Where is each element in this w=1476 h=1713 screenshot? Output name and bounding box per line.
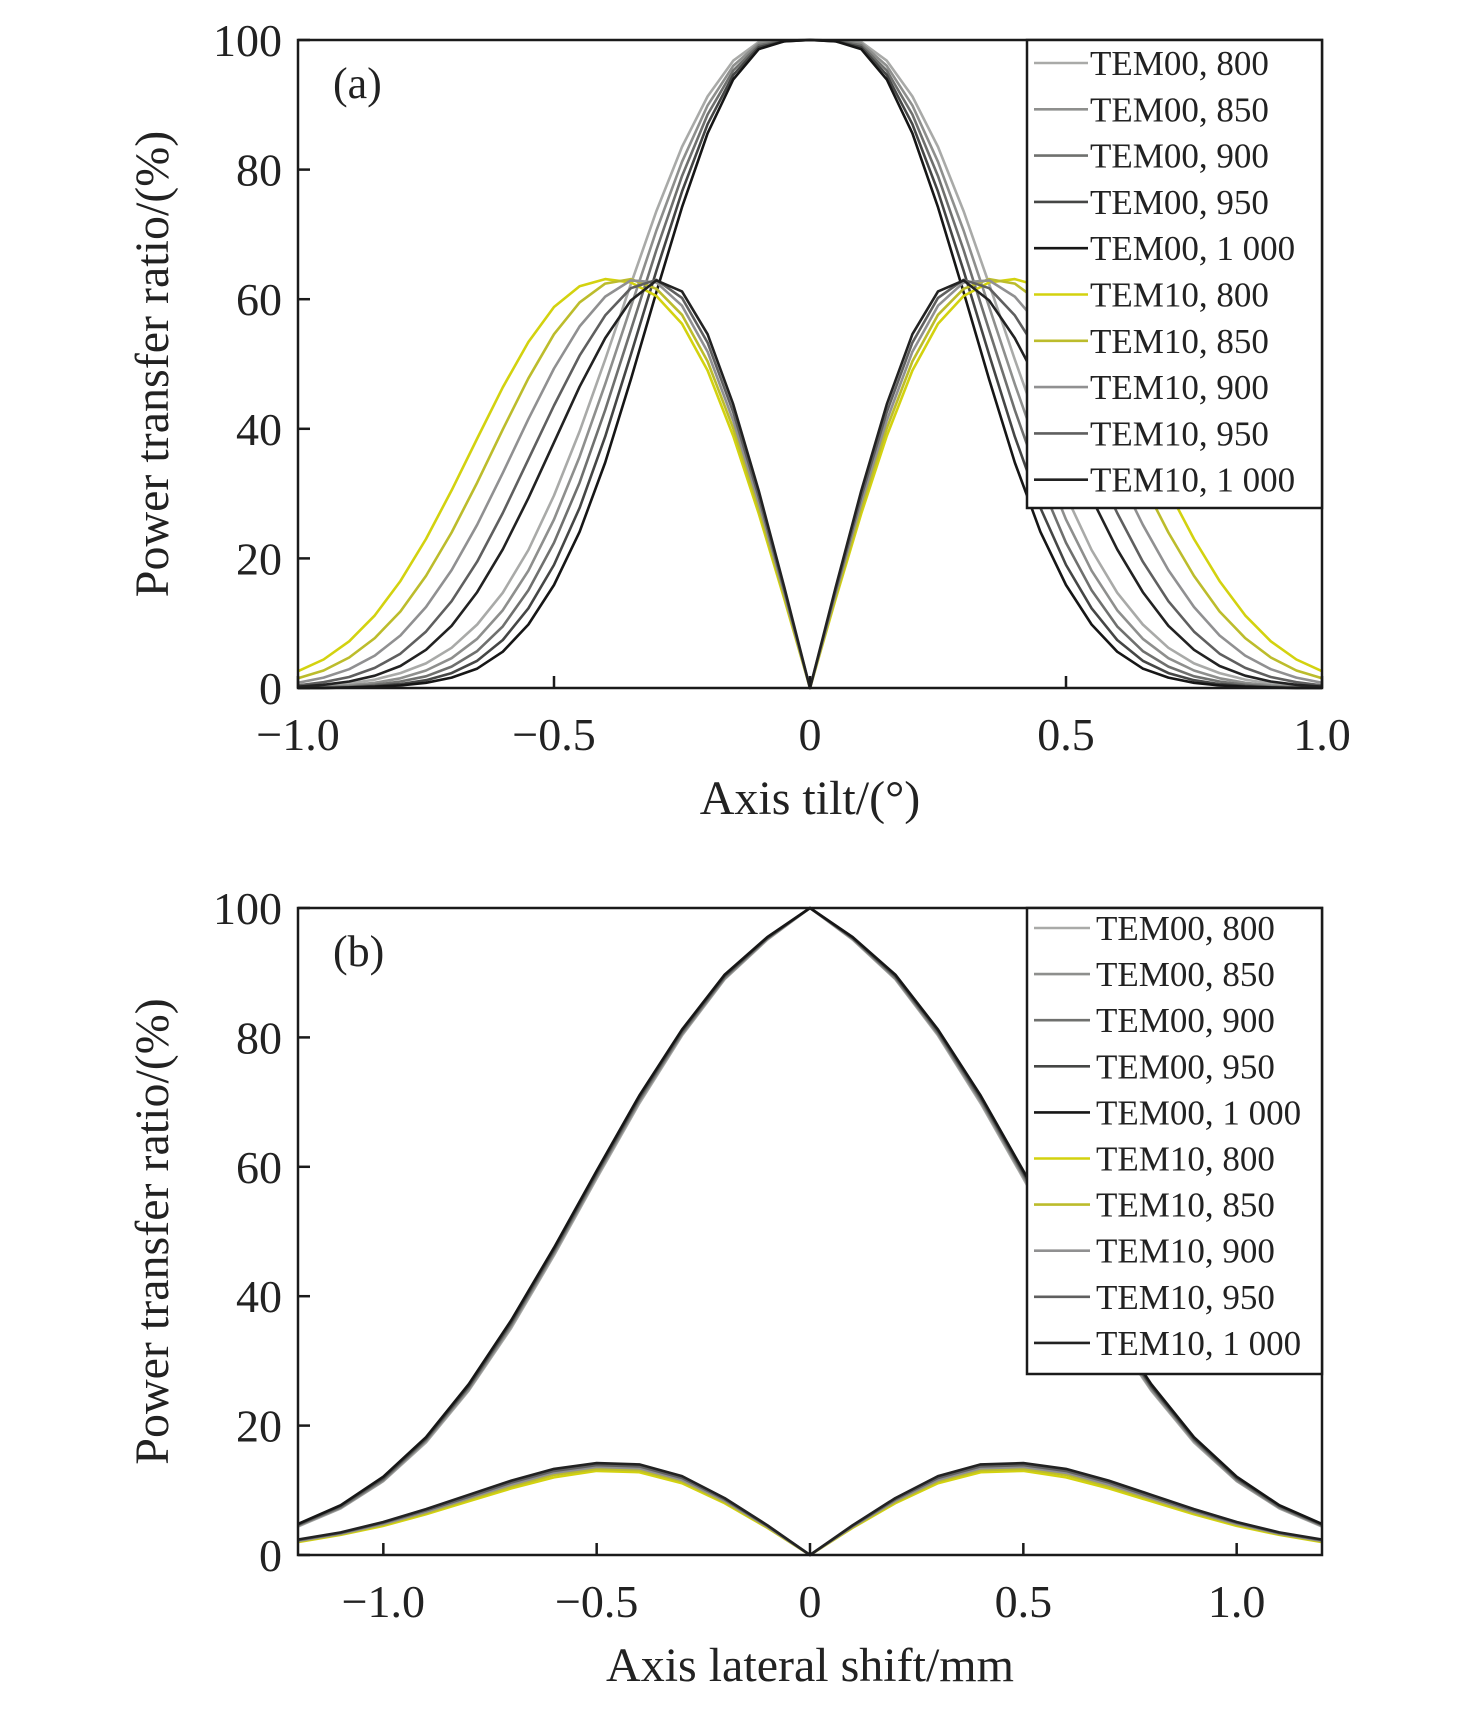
legend-label: TEM10, 800 <box>1096 1140 1275 1179</box>
y-axis-label: Power transfer ratio/(%) <box>126 131 179 597</box>
y-tick-label: 100 <box>213 883 282 934</box>
legend-box <box>1025 38 1324 510</box>
x-tick-label: 1.0 <box>1293 709 1351 760</box>
y-tick-label: 0 <box>259 1530 282 1581</box>
legend-label: TEM10, 850 <box>1096 1186 1275 1225</box>
x-tick-label: −1.0 <box>342 1576 425 1627</box>
y-tick-label: 80 <box>236 145 282 196</box>
x-tick-label: −1.0 <box>256 709 339 760</box>
y-tick-label: 40 <box>236 1271 282 1322</box>
legend-label: TEM10, 1 000 <box>1096 1324 1301 1363</box>
y-tick-label: 20 <box>236 1401 282 1452</box>
legend-a: TEM00, 800 TEM00, 850 TEM00, 900 TEM00, 950… <box>1025 38 1324 510</box>
x-axis-label: Axis tilt/(°) <box>700 772 921 825</box>
legend-label: TEM00, 1 000 <box>1090 229 1295 268</box>
y-tick-label: 60 <box>236 274 282 325</box>
legend-label: TEM10, 950 <box>1090 414 1269 453</box>
legend-label: TEM00, 800 <box>1090 44 1269 83</box>
y-tick-label: 0 <box>259 663 282 714</box>
x-tick-label: −0.5 <box>512 709 595 760</box>
legend-label: TEM00, 850 <box>1096 955 1275 994</box>
x-tick-label: 0 <box>799 1576 822 1627</box>
legend-label: TEM00, 950 <box>1096 1047 1275 1086</box>
legend-label: TEM10, 1 000 <box>1090 461 1295 500</box>
x-tick-label: 1.0 <box>1208 1576 1266 1627</box>
legend-label: TEM10, 900 <box>1096 1232 1275 1271</box>
legend-label: TEM10, 850 <box>1090 322 1269 361</box>
legend-b: TEM00, 800 TEM00, 850 TEM00, 900 TEM00, 950… <box>1025 906 1324 1376</box>
y-tick-label: 40 <box>236 404 282 455</box>
panel-b-chart: 0 20 40 60 80 100 −1.0 −0.5 0 0.5 1.0 Axis lateral … <box>126 883 1324 1692</box>
legend-label: TEM00, 850 <box>1090 90 1269 129</box>
panel-label: (b) <box>333 927 384 976</box>
legend-label: TEM00, 950 <box>1090 183 1269 222</box>
y-tick-label: 60 <box>236 1142 282 1193</box>
y-tick-label: 100 <box>213 15 282 66</box>
legend-label: TEM00, 1 000 <box>1096 1093 1301 1132</box>
y-tick-label: 20 <box>236 533 282 584</box>
legend-label: TEM00, 900 <box>1096 1001 1275 1040</box>
legend-label: TEM00, 800 <box>1096 909 1275 948</box>
legend-label: TEM10, 900 <box>1090 368 1269 407</box>
x-tick-label: 0.5 <box>1037 709 1095 760</box>
y-axis-label: Power transfer ratio/(%) <box>126 998 179 1464</box>
x-tick-label: 0 <box>799 709 822 760</box>
y-tick-label: 80 <box>236 1012 282 1063</box>
legend-label: TEM10, 950 <box>1096 1278 1275 1317</box>
x-tick-label: 0.5 <box>995 1576 1053 1627</box>
x-tick-label: −0.5 <box>555 1576 638 1627</box>
panel-a-chart: 0 20 40 60 80 100 −1.0 −0.5 0 0.5 1.0 Axis tilt/(°)… <box>126 15 1351 825</box>
panel-label: (a) <box>333 59 382 108</box>
legend-label: TEM00, 900 <box>1090 137 1269 176</box>
legend-label: TEM10, 800 <box>1090 276 1269 315</box>
x-axis-label: Axis lateral shift/mm <box>606 1639 1014 1692</box>
